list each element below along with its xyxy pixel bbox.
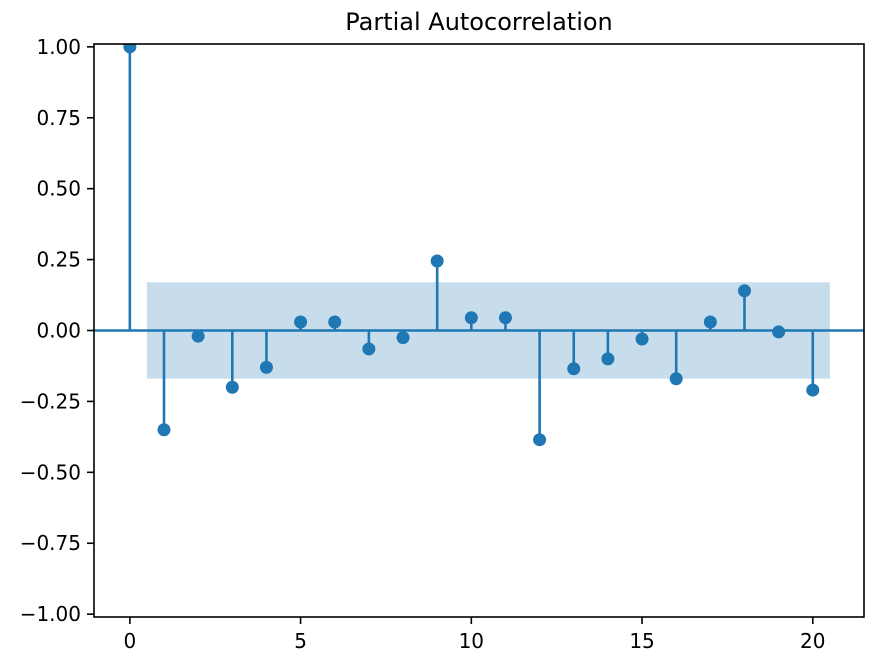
marker-lag-8 xyxy=(396,331,410,345)
marker-lag-3 xyxy=(225,380,239,394)
y-axis: 1.00 0.75 0.50 0.25 0.00 −0.25 −0.50 −0.75 −1.00 xyxy=(20,35,94,626)
marker-lag-13 xyxy=(567,362,581,376)
x-tick-label: 10 xyxy=(459,629,484,653)
plot-area: 0 5 10 15 20 1.00 0.75 0.50 0.25 0.00 −0.25 −0.50 −0… xyxy=(20,35,865,653)
x-tick-label: 0 xyxy=(123,629,136,653)
marker-lag-14 xyxy=(601,352,615,366)
y-tick-label: −1.00 xyxy=(20,602,81,626)
x-axis: 0 5 10 15 20 xyxy=(123,617,826,653)
marker-lag-12 xyxy=(533,433,547,447)
chart-title: Partial Autocorrelation xyxy=(345,8,613,36)
marker-lag-17 xyxy=(703,315,717,329)
marker-lag-19 xyxy=(772,325,786,339)
y-tick-label: 0.00 xyxy=(36,319,81,343)
x-tick-label: 5 xyxy=(294,629,307,653)
marker-lag-16 xyxy=(669,372,683,386)
y-tick-label: 0.75 xyxy=(36,106,81,130)
marker-lag-0 xyxy=(123,44,137,54)
marker-lag-5 xyxy=(294,315,308,329)
marker-lag-7 xyxy=(362,342,376,356)
y-tick-label: −0.75 xyxy=(20,531,81,555)
marker-lag-4 xyxy=(259,360,273,374)
marker-lag-6 xyxy=(328,315,342,329)
marker-lag-9 xyxy=(430,254,444,268)
marker-lag-20 xyxy=(806,383,820,397)
marker-lag-2 xyxy=(191,329,205,343)
marker-lag-1 xyxy=(157,423,171,437)
y-tick-label: −0.50 xyxy=(20,460,81,484)
x-tick-label: 20 xyxy=(800,629,825,653)
marker-lag-18 xyxy=(737,284,751,298)
data-layer xyxy=(94,44,864,447)
y-tick-label: −0.25 xyxy=(20,389,81,413)
marker-lag-15 xyxy=(635,332,649,346)
x-tick-label: 15 xyxy=(629,629,654,653)
marker-lag-11 xyxy=(498,311,512,325)
y-tick-label: 1.00 xyxy=(36,35,81,59)
marker-lag-10 xyxy=(464,311,478,325)
y-tick-label: 0.25 xyxy=(36,248,81,272)
y-tick-label: 0.50 xyxy=(36,177,81,201)
